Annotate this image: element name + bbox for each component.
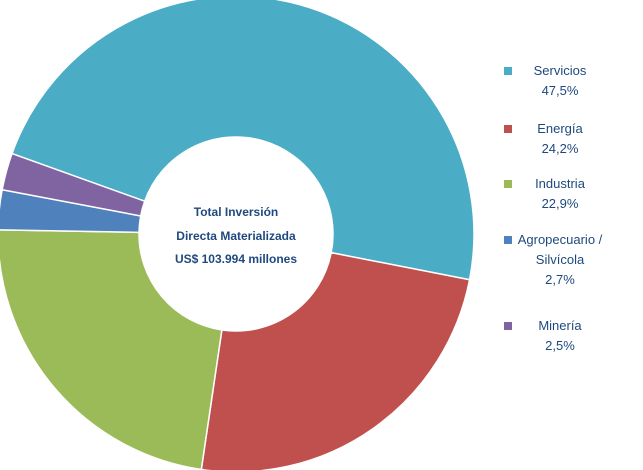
legend-marker-industria xyxy=(504,180,512,188)
legend-item-industria: Industria 22,9% xyxy=(504,176,586,211)
legend-item-agropecuario-silvicola: Agropecuario / Silvícola 2,7% xyxy=(504,232,603,287)
legend-label-agropecuario-silvicola-line-1: Agropecuario / xyxy=(518,232,603,247)
center-label-line-1: Total Inversión xyxy=(194,205,278,219)
legend-value-agropecuario-silvicola: 2,7% xyxy=(545,272,575,287)
slice-industria xyxy=(0,229,223,470)
legend-value-industria: 22,9% xyxy=(542,196,579,211)
legend-item-servicios: Servicios 47,5% xyxy=(504,63,587,98)
legend-marker-energia xyxy=(504,125,512,133)
donut-slices xyxy=(0,0,475,470)
legend-value-mineria: 2,5% xyxy=(545,338,575,353)
legend-value-energia: 24,2% xyxy=(542,141,579,156)
legend-marker-agropecuario-silvicola xyxy=(504,236,512,244)
legend-marker-servicios xyxy=(504,67,512,75)
legend-label-industria: Industria xyxy=(535,176,586,191)
slice-servicios xyxy=(11,0,475,281)
center-label-line-2: Directa Materializada xyxy=(176,229,296,243)
slice-energia xyxy=(200,251,471,470)
center-label-line-3: US$ 103.994 millones xyxy=(175,252,297,266)
center-label: Total Inversión Directa Materializada US… xyxy=(175,205,297,266)
legend-label-energia: Energía xyxy=(537,121,583,136)
legend-marker-mineria xyxy=(504,322,512,330)
legend-value-servicios: 47,5% xyxy=(542,83,579,98)
legend-label-mineria: Minería xyxy=(538,318,582,333)
legend-label-agropecuario-silvicola-line-2: Silvícola xyxy=(536,252,585,267)
slice-mineria xyxy=(1,152,146,217)
legend-label-servicios: Servicios xyxy=(534,63,587,78)
legend-item-energia: Energía 24,2% xyxy=(504,121,584,156)
chart-legend: Servicios 47,5% Energía 24,2% Industria 22,9%… xyxy=(504,63,603,353)
legend-item-mineria: Minería 2,5% xyxy=(504,318,582,353)
